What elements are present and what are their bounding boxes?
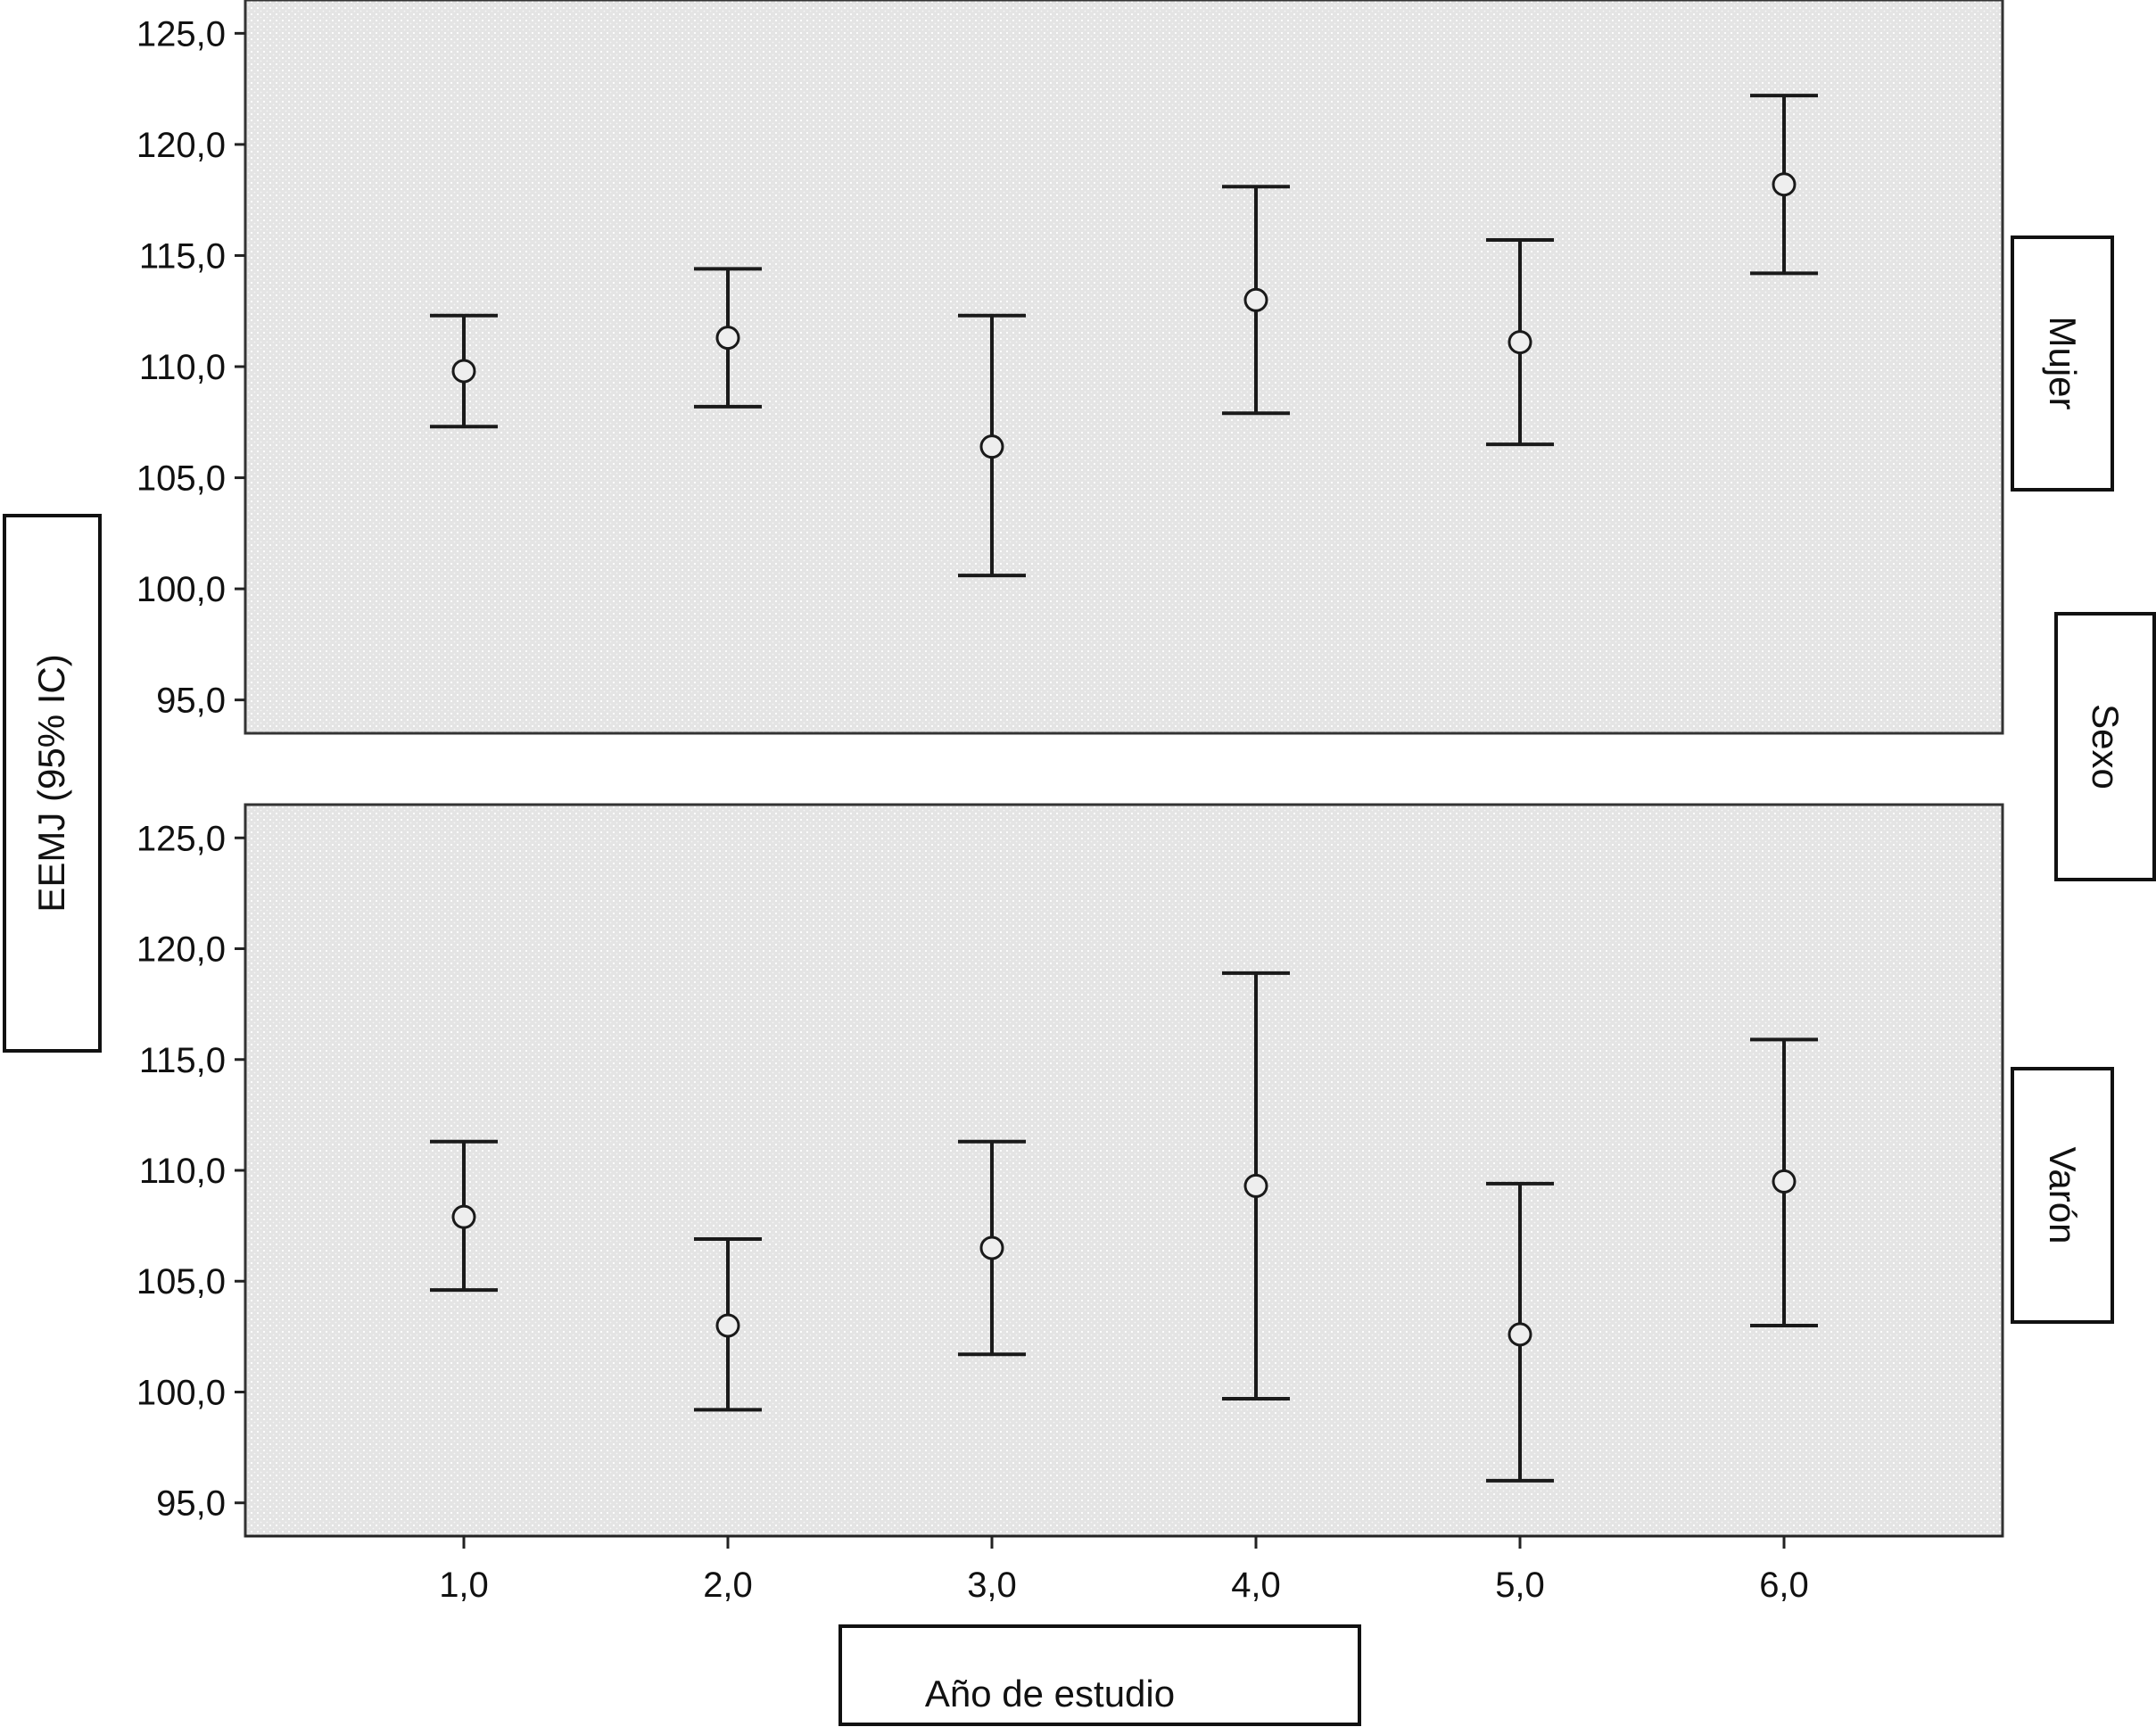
x-axis-label-box: Año de estudio [838, 1624, 1361, 1726]
x-tick-label: 3,0 [967, 1566, 1017, 1605]
mean-point [715, 1313, 740, 1338]
y-tick-label: 125,0 [136, 819, 226, 858]
mean-point [1772, 1169, 1797, 1194]
y-tick-label: 100,0 [136, 570, 226, 609]
mean-point [979, 1235, 1004, 1260]
y-axis-label-box: EEMJ (95% IC) [3, 514, 102, 1053]
panel-varon: 95,0 100,0 105,0 110,0 115,0 120,0 125,0 [136, 803, 2004, 1538]
mean-point [1243, 287, 1268, 312]
panel-varon-background [244, 803, 2004, 1538]
y-tick-label: 120,0 [136, 126, 226, 165]
y-tick-label: 110,0 [139, 1152, 226, 1191]
y-tick-label: 95,0 [156, 1484, 226, 1524]
facet-label-varon: Varón [2042, 1147, 2084, 1244]
mean-point [1243, 1173, 1268, 1198]
x-axis-label: Año de estudio [925, 1673, 1175, 1715]
mean-point [979, 434, 1004, 459]
mean-point [715, 326, 740, 351]
y-tick-label: 95,0 [156, 682, 226, 721]
y-tick-label: 105,0 [136, 459, 226, 499]
facet-label-mujer: Mujer [2042, 316, 2084, 409]
facet-group-label-box: Sexo [2054, 612, 2156, 881]
facet-group-label: Sexo [2085, 704, 2127, 789]
x-tick-label: 5,0 [1495, 1566, 1545, 1605]
x-tick-label: 6,0 [1759, 1566, 1809, 1605]
mean-point [1508, 1322, 1532, 1347]
mean-point [1508, 330, 1532, 355]
y-tick-label: 115,0 [139, 236, 226, 276]
y-tick-label: 110,0 [139, 348, 226, 387]
y-axis-label: EEMJ (95% IC) [30, 654, 72, 912]
x-tick-label: 2,0 [703, 1566, 753, 1605]
mean-point [451, 359, 476, 384]
y-tick-label: 100,0 [136, 1373, 226, 1412]
panel-mujer-marks [430, 94, 1818, 578]
mean-point [1772, 172, 1797, 197]
x-tick-label: 4,0 [1231, 1566, 1281, 1605]
facet-label-varon-box: Varón [2011, 1067, 2114, 1324]
x-axis: 1,0 2,0 3,0 4,0 5,0 6,0 [245, 1534, 2003, 1605]
panel-mujer-background [244, 0, 2004, 735]
facet-label-mujer-box: Mujer [2011, 236, 2114, 492]
panel-mujer: 95,0 100,0 105,0 110,0 115,0 120,0 125,0 [136, 0, 2004, 735]
panel-mujer-y-axis: 95,0 100,0 105,0 110,0 115,0 120,0 125,0 [136, 14, 245, 721]
y-tick-label: 115,0 [139, 1041, 226, 1080]
y-tick-label: 125,0 [136, 14, 226, 54]
y-tick-label: 105,0 [136, 1262, 226, 1301]
panel-varon-marks [430, 971, 1818, 1483]
x-tick-label: 1,0 [439, 1566, 489, 1605]
mean-point [451, 1204, 476, 1229]
panel-varon-y-axis: 95,0 100,0 105,0 110,0 115,0 120,0 125,0 [136, 819, 245, 1524]
y-tick-label: 120,0 [136, 930, 226, 970]
